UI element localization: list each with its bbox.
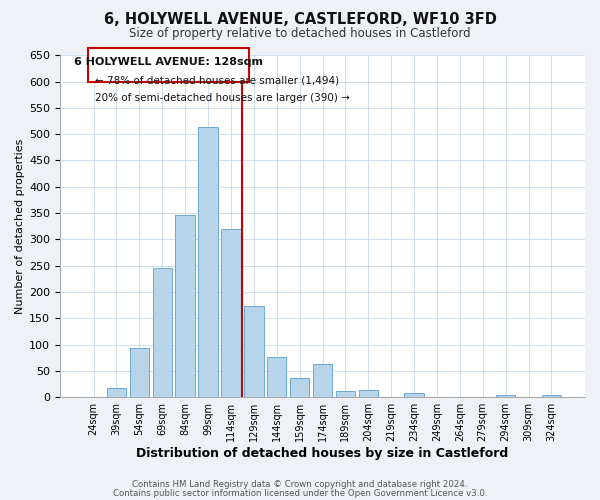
Bar bbox=[199, 127, 218, 397]
Bar bbox=[335, 391, 355, 397]
Text: 6, HOLYWELL AVENUE, CASTLEFORD, WF10 3FD: 6, HOLYWELL AVENUE, CASTLEFORD, WF10 3FD bbox=[104, 12, 496, 28]
Text: 20% of semi-detached houses are larger (390) →: 20% of semi-detached houses are larger (… bbox=[95, 93, 350, 103]
Bar bbox=[130, 348, 149, 397]
Text: Contains public sector information licensed under the Open Government Licence v3: Contains public sector information licen… bbox=[113, 488, 487, 498]
Bar bbox=[267, 356, 286, 397]
Bar bbox=[152, 268, 172, 397]
Text: ← 78% of detached houses are smaller (1,494): ← 78% of detached houses are smaller (1,… bbox=[95, 76, 340, 86]
Text: 6 HOLYWELL AVENUE: 128sqm: 6 HOLYWELL AVENUE: 128sqm bbox=[74, 57, 263, 67]
Bar bbox=[404, 393, 424, 397]
Bar bbox=[290, 378, 310, 397]
Bar bbox=[221, 230, 241, 397]
Bar bbox=[359, 390, 378, 397]
X-axis label: Distribution of detached houses by size in Castleford: Distribution of detached houses by size … bbox=[136, 447, 509, 460]
FancyBboxPatch shape bbox=[88, 48, 249, 82]
Bar bbox=[496, 395, 515, 397]
Y-axis label: Number of detached properties: Number of detached properties bbox=[15, 138, 25, 314]
Text: Contains HM Land Registry data © Crown copyright and database right 2024.: Contains HM Land Registry data © Crown c… bbox=[132, 480, 468, 489]
Text: Size of property relative to detached houses in Castleford: Size of property relative to detached ho… bbox=[129, 28, 471, 40]
Bar bbox=[313, 364, 332, 397]
Bar bbox=[244, 306, 263, 397]
Bar bbox=[175, 214, 195, 397]
Bar bbox=[107, 388, 126, 397]
Bar bbox=[542, 395, 561, 397]
